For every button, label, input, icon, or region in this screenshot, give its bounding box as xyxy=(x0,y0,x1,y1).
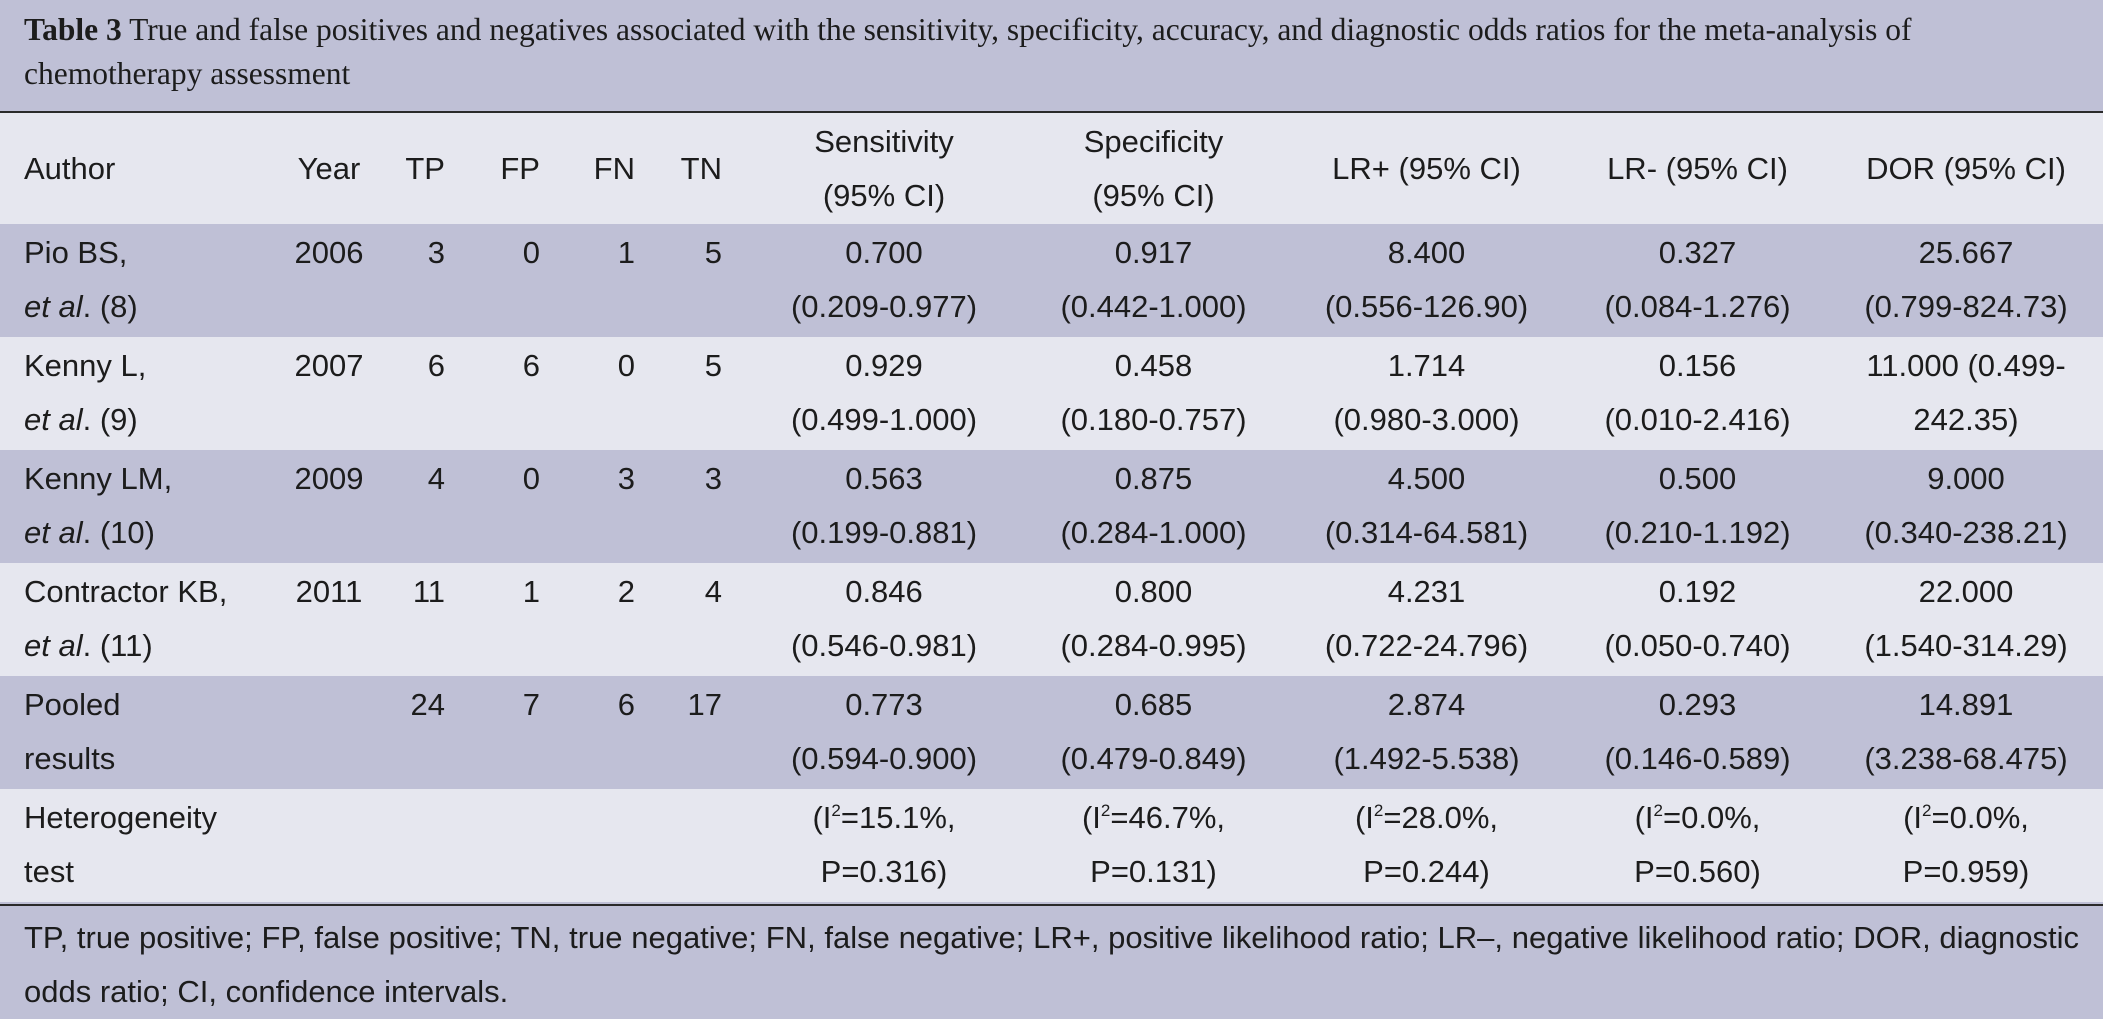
table-row-kenny-l: Kenny L, et al. (9) 2007 6 6 0 5 0.929 (0… xyxy=(0,337,2103,450)
cell-fn xyxy=(566,789,661,902)
cell-dor: 14.891 (3.238-68.475) xyxy=(1864,687,2068,776)
table-row-pio: Pio BS, et al. (8) 2006 3 0 1 5 0.700 (0.… xyxy=(0,224,2103,337)
cell-fn: 3 xyxy=(617,461,635,496)
cell-fp: 7 xyxy=(522,687,540,722)
header-lr-positive: LR+ (95% CI) xyxy=(1332,150,1521,186)
cell-lr-negative: 0.156 (0.010-2.416) xyxy=(1604,348,1791,437)
cell-lr-positive: (I2=28.0%, P=0.244) xyxy=(1354,800,1499,889)
cell-tp: 24 xyxy=(410,687,445,722)
header-tn: TN xyxy=(680,150,722,186)
table-row-heterogeneity: Heterogeneity test (I2=15.1%, P=0.316) (I… xyxy=(0,789,2103,902)
header-year: Year xyxy=(297,150,361,186)
cell-year xyxy=(275,676,383,789)
table-caption-text: True and false positives and negatives a… xyxy=(24,12,1912,91)
header-row: Author Year TP FP FN TN Sensitivity (95%… xyxy=(0,113,2103,224)
cell-lr-positive: 4.500 (0.314-64.581) xyxy=(1324,461,1529,550)
cell-author: Heterogeneity test xyxy=(24,800,218,889)
cell-tp: 6 xyxy=(427,348,445,383)
cell-sensitivity: 0.846 (0.546-0.981) xyxy=(790,574,978,663)
table-row-kenny-lm: Kenny LM, et al. (10) 2009 4 0 3 3 0.563… xyxy=(0,450,2103,563)
cell-tn: 5 xyxy=(704,348,722,383)
cell-year xyxy=(275,789,383,902)
cell-specificity: 0.800 (0.284-0.995) xyxy=(1060,574,1247,663)
cell-sensitivity: 0.773 (0.594-0.900) xyxy=(790,687,978,776)
cell-fp: 6 xyxy=(522,348,540,383)
cell-dor: 22.000 (1.540-314.29) xyxy=(1864,574,2068,663)
cell-lr-positive: 1.714 (0.980-3.000) xyxy=(1333,348,1520,437)
cell-lr-positive: 2.874 (1.492-5.538) xyxy=(1333,687,1520,776)
header-dor: DOR (95% CI) xyxy=(1866,150,2066,186)
header-fn: FN xyxy=(593,150,635,186)
cell-tn: 5 xyxy=(704,235,722,270)
results-table: Author Year TP FP FN TN Sensitivity (95%… xyxy=(0,113,2103,902)
cell-tp: 4 xyxy=(427,461,445,496)
header-specificity: Specificity (95% CI) xyxy=(1083,123,1224,213)
cell-author: Pio BS, et al. (8) xyxy=(24,235,138,324)
cell-tp: 11 xyxy=(412,574,445,609)
top-rule xyxy=(0,111,2103,113)
cell-year: 2006 xyxy=(294,235,364,270)
cell-year: 2009 xyxy=(294,461,364,496)
cell-author: Kenny LM, et al. (10) xyxy=(24,461,173,550)
cell-year: 2007 xyxy=(294,348,364,383)
cell-author: Pooled results xyxy=(24,687,121,776)
cell-fn: 6 xyxy=(617,687,635,722)
table-row-pooled: Pooled results 24 7 6 17 0.773 (0.594-0.9… xyxy=(0,676,2103,789)
table-label: Table 3 xyxy=(24,12,122,47)
header-lr-negative: LR- (95% CI) xyxy=(1607,150,1788,186)
table-row-contractor: Contractor KB, et al. (11) 2011 11 1 2 4… xyxy=(0,563,2103,676)
cell-lr-negative: (I2=0.0%, P=0.560) xyxy=(1634,800,1761,889)
cell-specificity: 0.685 (0.479-0.849) xyxy=(1060,687,1247,776)
cell-tn: 3 xyxy=(704,461,722,496)
cell-lr-negative: 0.500 (0.210-1.192) xyxy=(1604,461,1791,550)
cell-year: 2011 xyxy=(295,574,363,609)
cell-lr-positive: 4.231 (0.722-24.796) xyxy=(1324,574,1529,663)
cell-dor: (I2=0.0%, P=0.959) xyxy=(1902,800,2030,889)
table-caption: Table 3 True and false positives and neg… xyxy=(0,0,2103,111)
cell-fp: 0 xyxy=(522,461,540,496)
cell-tp xyxy=(383,789,471,902)
header-author: Author xyxy=(24,150,116,186)
header-fp: FP xyxy=(500,150,540,186)
cell-dor: 25.667 (0.799-824.73) xyxy=(1864,235,2068,324)
cell-fn: 0 xyxy=(617,348,635,383)
cell-fn: 1 xyxy=(617,235,635,270)
cell-author: Contractor KB, et al. (11) xyxy=(24,574,228,663)
cell-lr-negative: 0.293 (0.146-0.589) xyxy=(1604,687,1791,776)
cell-tn: 4 xyxy=(704,574,722,609)
cell-fp xyxy=(471,789,566,902)
cell-sensitivity: 0.700 (0.209-0.977) xyxy=(790,235,978,324)
header-tp: TP xyxy=(405,150,445,186)
cell-dor: 9.000 (0.340-238.21) xyxy=(1864,461,2068,550)
bottom-rule xyxy=(0,904,2103,906)
cell-specificity: 0.917 (0.442-1.000) xyxy=(1060,235,1247,324)
cell-fp: 0 xyxy=(522,235,540,270)
cell-fn: 2 xyxy=(617,574,635,609)
cell-sensitivity: (I2=15.1%, P=0.316) xyxy=(812,800,956,889)
cell-author: Kenny L, et al. (9) xyxy=(24,348,147,437)
cell-tp: 3 xyxy=(427,235,445,270)
cell-fp: 1 xyxy=(522,574,540,609)
cell-lr-negative: 0.327 (0.084-1.276) xyxy=(1604,235,1791,324)
cell-specificity: 0.875 (0.284-1.000) xyxy=(1060,461,1247,550)
table-footnote: TP, true positive; FP, false positive; T… xyxy=(0,906,2103,1019)
cell-sensitivity: 0.563 (0.199-0.881) xyxy=(790,461,978,550)
cell-specificity: (I2=46.7%, P=0.131) xyxy=(1081,800,1226,889)
cell-dor: 11.000 (0.499- 242.35) xyxy=(1866,348,2066,437)
cell-lr-negative: 0.192 (0.050-0.740) xyxy=(1604,574,1791,663)
header-sensitivity: Sensitivity (95% CI) xyxy=(814,123,954,213)
cell-tn: 17 xyxy=(687,687,722,722)
cell-specificity: 0.458 (0.180-0.757) xyxy=(1060,348,1247,437)
cell-sensitivity: 0.929 (0.499-1.000) xyxy=(790,348,978,437)
cell-tn xyxy=(661,789,748,902)
cell-lr-positive: 8.400 (0.556-126.90) xyxy=(1324,235,1529,324)
